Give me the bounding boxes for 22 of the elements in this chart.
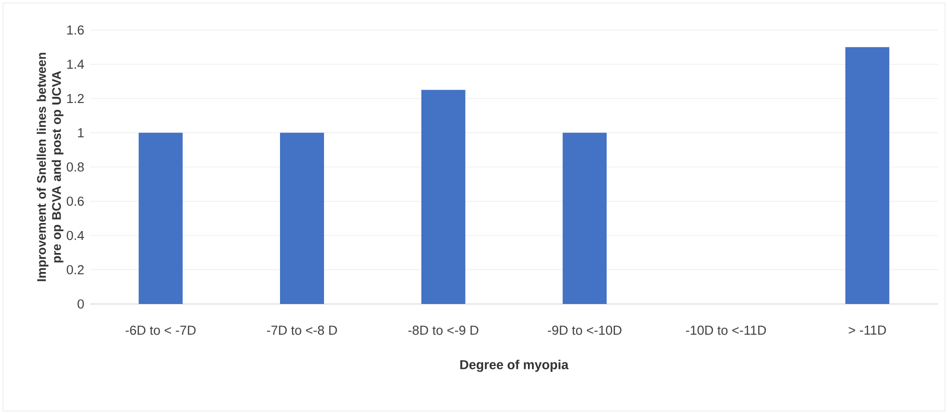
y-tick-label: 0.4 (66, 230, 84, 240)
x-tick-label: -10D to <-11D (686, 326, 766, 335)
y-tick-label: 1.2 (67, 94, 84, 104)
y-tick-label: 0 (78, 299, 84, 309)
bar (845, 47, 890, 304)
x-tick-label: -9D to <-10D (548, 326, 622, 335)
x-tick-label: -7D to <-8 D (267, 326, 337, 335)
y-tick-label: 1 (78, 128, 84, 138)
bar (562, 132, 607, 304)
bar (138, 132, 183, 304)
y-tick-label: 1.6 (67, 25, 84, 35)
x-tick-label: -8D to <-9 D (408, 326, 478, 335)
x-tick-label: > -11D (848, 326, 886, 335)
x-axis-title: Degree of myopia (460, 360, 569, 372)
y-tick-label: 1.4 (67, 60, 84, 69)
y-tick-label: 0.2 (66, 265, 84, 274)
bar (421, 90, 466, 304)
y-axis-title: Improvement of Snellen lines between pre op BCVA and post op UCVA (36, 52, 64, 282)
x-tick-label: -6D to < -7D (126, 326, 196, 335)
bar (280, 132, 324, 304)
y-tick-label: 0.6 (66, 196, 84, 206)
y-tick-label: 0.8 (66, 162, 84, 172)
